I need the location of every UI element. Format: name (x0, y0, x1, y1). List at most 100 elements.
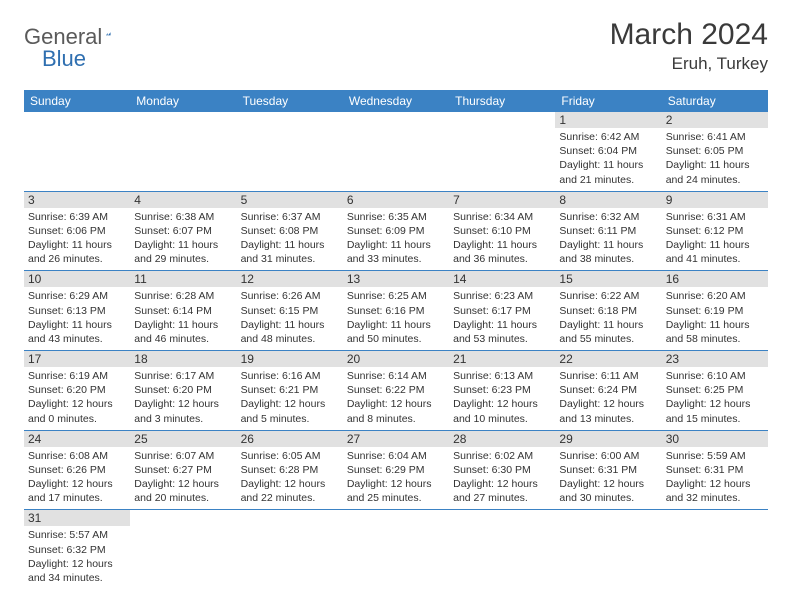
sunset: Sunset: 6:08 PM (241, 224, 339, 238)
calendar-body: 1Sunrise: 6:42 AMSunset: 6:04 PMDaylight… (24, 112, 768, 589)
day-header: Tuesday (237, 90, 343, 112)
daylight-line2: and 46 minutes. (134, 332, 232, 346)
day-cell: 15Sunrise: 6:22 AMSunset: 6:18 PMDayligh… (555, 271, 661, 351)
sunrise: Sunrise: 6:41 AM (666, 130, 764, 144)
day-number: 27 (343, 431, 449, 447)
daylight-line2: and 0 minutes. (28, 412, 126, 426)
day-cell: 17Sunrise: 6:19 AMSunset: 6:20 PMDayligh… (24, 351, 130, 431)
daylight-line1: Daylight: 12 hours (559, 477, 657, 491)
sunrise: Sunrise: 6:22 AM (559, 289, 657, 303)
empty-cell (237, 112, 343, 191)
sunrise: Sunrise: 6:35 AM (347, 210, 445, 224)
day-number: 1 (555, 112, 661, 128)
day-cell: 29Sunrise: 6:00 AMSunset: 6:31 PMDayligh… (555, 430, 661, 510)
location: Eruh, Turkey (610, 54, 768, 74)
daylight-line2: and 21 minutes. (559, 173, 657, 187)
sunset: Sunset: 6:21 PM (241, 383, 339, 397)
day-cell: 5Sunrise: 6:37 AMSunset: 6:08 PMDaylight… (237, 191, 343, 271)
daylight-line1: Daylight: 12 hours (666, 477, 764, 491)
sunset: Sunset: 6:31 PM (666, 463, 764, 477)
day-content: Sunrise: 6:32 AMSunset: 6:11 PMDaylight:… (555, 208, 661, 271)
sunset: Sunset: 6:25 PM (666, 383, 764, 397)
day-content: Sunrise: 6:04 AMSunset: 6:29 PMDaylight:… (343, 447, 449, 510)
logo-word2: Blue (42, 46, 86, 71)
day-number: 10 (24, 271, 130, 287)
daylight-line2: and 41 minutes. (666, 252, 764, 266)
daylight-line1: Daylight: 11 hours (241, 238, 339, 252)
daylight-line1: Daylight: 12 hours (453, 477, 551, 491)
day-number: 3 (24, 192, 130, 208)
sunset: Sunset: 6:19 PM (666, 304, 764, 318)
day-content: Sunrise: 6:35 AMSunset: 6:09 PMDaylight:… (343, 208, 449, 271)
sunrise: Sunrise: 6:31 AM (666, 210, 764, 224)
day-content: Sunrise: 6:19 AMSunset: 6:20 PMDaylight:… (24, 367, 130, 430)
day-number: 11 (130, 271, 236, 287)
day-number: 23 (662, 351, 768, 367)
day-number: 25 (130, 431, 236, 447)
day-cell: 8Sunrise: 6:32 AMSunset: 6:11 PMDaylight… (555, 191, 661, 271)
daylight-line2: and 36 minutes. (453, 252, 551, 266)
sunset: Sunset: 6:07 PM (134, 224, 232, 238)
sunrise: Sunrise: 6:17 AM (134, 369, 232, 383)
day-number: 8 (555, 192, 661, 208)
daylight-line2: and 3 minutes. (134, 412, 232, 426)
sunrise: Sunrise: 6:32 AM (559, 210, 657, 224)
sunset: Sunset: 6:28 PM (241, 463, 339, 477)
sunset: Sunset: 6:18 PM (559, 304, 657, 318)
day-number: 9 (662, 192, 768, 208)
sunset: Sunset: 6:12 PM (666, 224, 764, 238)
sunrise: Sunrise: 6:28 AM (134, 289, 232, 303)
daylight-line2: and 55 minutes. (559, 332, 657, 346)
sunset: Sunset: 6:04 PM (559, 144, 657, 158)
sunrise: Sunrise: 6:25 AM (347, 289, 445, 303)
daylight-line1: Daylight: 11 hours (666, 238, 764, 252)
sunrise: Sunrise: 6:29 AM (28, 289, 126, 303)
day-cell: 25Sunrise: 6:07 AMSunset: 6:27 PMDayligh… (130, 430, 236, 510)
month-title: March 2024 (610, 18, 768, 52)
day-cell: 1Sunrise: 6:42 AMSunset: 6:04 PMDaylight… (555, 112, 661, 191)
day-content: Sunrise: 6:31 AMSunset: 6:12 PMDaylight:… (662, 208, 768, 271)
daylight-line1: Daylight: 11 hours (28, 238, 126, 252)
day-content: Sunrise: 5:59 AMSunset: 6:31 PMDaylight:… (662, 447, 768, 510)
daylight-line2: and 31 minutes. (241, 252, 339, 266)
daylight-line1: Daylight: 12 hours (241, 477, 339, 491)
daylight-line2: and 27 minutes. (453, 491, 551, 505)
day-content: Sunrise: 5:57 AMSunset: 6:32 PMDaylight:… (24, 526, 130, 589)
day-number: 14 (449, 271, 555, 287)
daylight-line1: Daylight: 12 hours (666, 397, 764, 411)
sunrise: Sunrise: 6:38 AM (134, 210, 232, 224)
day-number: 30 (662, 431, 768, 447)
day-cell: 31Sunrise: 5:57 AMSunset: 6:32 PMDayligh… (24, 510, 130, 589)
sunset: Sunset: 6:29 PM (347, 463, 445, 477)
week-row: 1Sunrise: 6:42 AMSunset: 6:04 PMDaylight… (24, 112, 768, 191)
sunrise: Sunrise: 6:07 AM (134, 449, 232, 463)
day-number: 18 (130, 351, 236, 367)
daylight-line2: and 34 minutes. (28, 571, 126, 585)
sunset: Sunset: 6:13 PM (28, 304, 126, 318)
day-cell: 2Sunrise: 6:41 AMSunset: 6:05 PMDaylight… (662, 112, 768, 191)
daylight-line1: Daylight: 12 hours (28, 557, 126, 571)
day-number: 20 (343, 351, 449, 367)
daylight-line1: Daylight: 12 hours (28, 397, 126, 411)
day-header: Sunday (24, 90, 130, 112)
day-cell: 16Sunrise: 6:20 AMSunset: 6:19 PMDayligh… (662, 271, 768, 351)
empty-cell (555, 510, 661, 589)
sunrise: Sunrise: 5:59 AM (666, 449, 764, 463)
sunrise: Sunrise: 6:20 AM (666, 289, 764, 303)
day-number: 22 (555, 351, 661, 367)
daylight-line1: Daylight: 11 hours (28, 318, 126, 332)
daylight-line1: Daylight: 11 hours (559, 238, 657, 252)
daylight-line2: and 10 minutes. (453, 412, 551, 426)
daylight-line1: Daylight: 12 hours (347, 477, 445, 491)
daylight-line1: Daylight: 11 hours (666, 158, 764, 172)
sunset: Sunset: 6:31 PM (559, 463, 657, 477)
sunrise: Sunrise: 6:02 AM (453, 449, 551, 463)
day-number: 12 (237, 271, 343, 287)
day-number: 19 (237, 351, 343, 367)
empty-cell (130, 510, 236, 589)
daylight-line1: Daylight: 12 hours (134, 397, 232, 411)
daylight-line2: and 5 minutes. (241, 412, 339, 426)
day-cell: 7Sunrise: 6:34 AMSunset: 6:10 PMDaylight… (449, 191, 555, 271)
sunset: Sunset: 6:14 PM (134, 304, 232, 318)
day-content: Sunrise: 6:22 AMSunset: 6:18 PMDaylight:… (555, 287, 661, 350)
